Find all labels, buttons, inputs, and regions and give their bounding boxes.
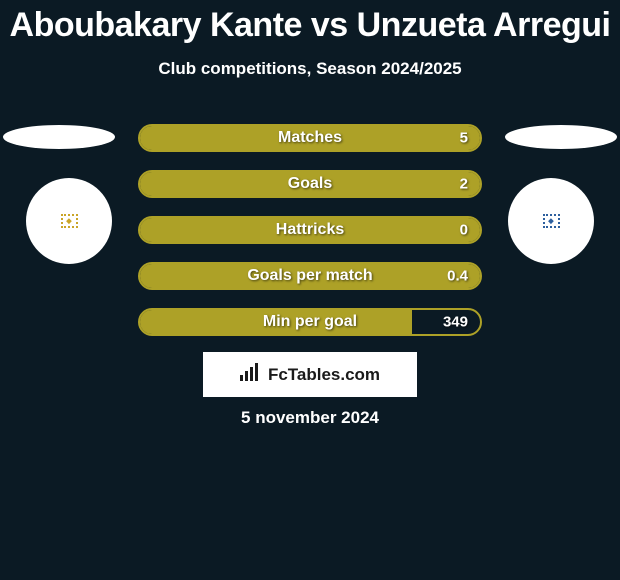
bar-label: Min per goal bbox=[263, 313, 357, 331]
bar-value: 0 bbox=[460, 222, 468, 239]
bar-value: 2 bbox=[460, 176, 468, 193]
subtitle: Club competitions, Season 2024/2025 bbox=[0, 59, 620, 79]
player-left-oval bbox=[3, 125, 115, 149]
date-text: 5 november 2024 bbox=[0, 408, 620, 428]
bar-row-matches: Matches 5 bbox=[138, 124, 482, 152]
player-right-crest-circle: ◆ bbox=[508, 178, 594, 264]
bar-label: Matches bbox=[278, 129, 342, 147]
bar-row-goals: Goals 2 bbox=[138, 170, 482, 198]
comparison-bars: Matches 5 Goals 2 Hattricks 0 Goals per … bbox=[138, 124, 482, 354]
bar-label: Hattricks bbox=[276, 221, 344, 239]
brand-box: FcTables.com bbox=[203, 352, 417, 397]
bar-value: 0.4 bbox=[447, 268, 468, 285]
bar-value: 349 bbox=[443, 314, 468, 331]
player-right-oval bbox=[505, 125, 617, 149]
bar-value: 5 bbox=[460, 130, 468, 147]
player-left-crest-icon: ◆ bbox=[61, 214, 78, 228]
bar-label: Goals per match bbox=[247, 267, 372, 285]
bar-row-goals-per-match: Goals per match 0.4 bbox=[138, 262, 482, 290]
player-left-crest-circle: ◆ bbox=[26, 178, 112, 264]
bar-label: Goals bbox=[288, 175, 332, 193]
player-right-crest-icon: ◆ bbox=[543, 214, 560, 228]
page-title: Aboubakary Kante vs Unzueta Arregui bbox=[0, 0, 620, 45]
bar-row-hattricks: Hattricks 0 bbox=[138, 216, 482, 244]
brand-text: FcTables.com bbox=[268, 365, 380, 385]
brand-bars-icon bbox=[240, 363, 262, 386]
bar-row-min-per-goal: Min per goal 349 bbox=[138, 308, 482, 336]
